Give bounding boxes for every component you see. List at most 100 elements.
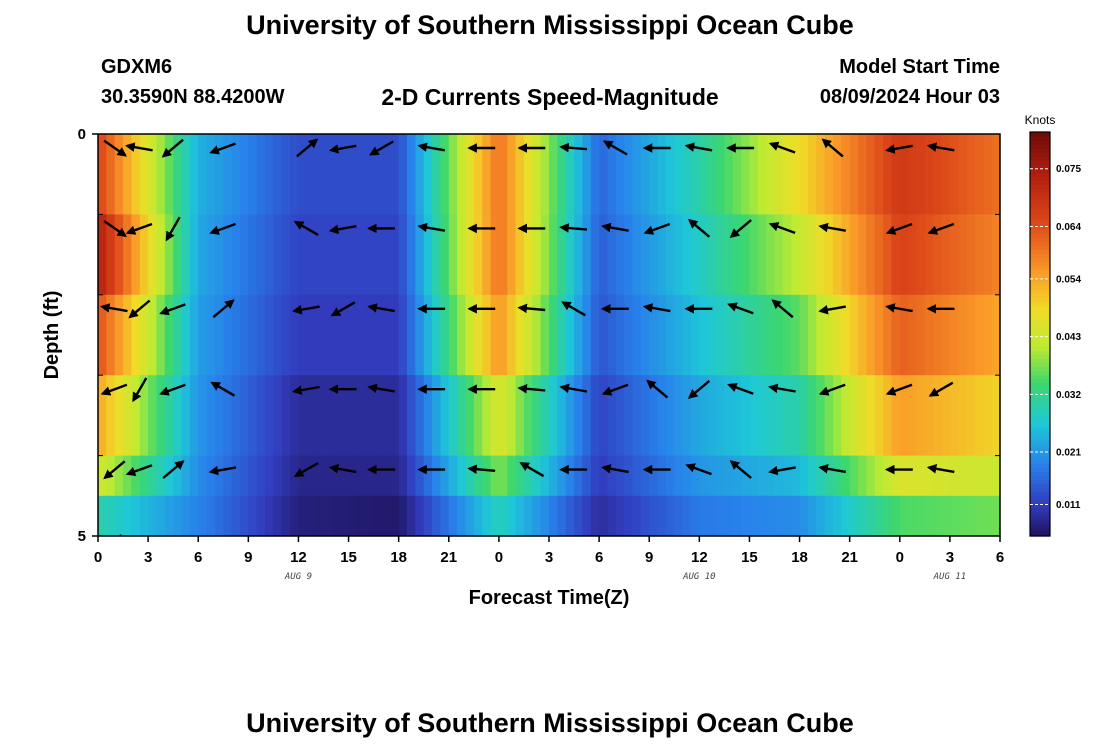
heatmap-cell — [390, 134, 400, 215]
heatmap-cell — [423, 214, 433, 296]
heatmap-cell — [841, 294, 851, 376]
heatmap-cell — [189, 294, 199, 376]
x-tick-label: 9 — [645, 549, 653, 566]
heatmap-cell — [131, 495, 141, 536]
heatmap-cell — [457, 214, 467, 296]
heatmap-cell — [941, 375, 951, 457]
heatmap-cell — [298, 495, 308, 536]
heatmap-cell — [373, 495, 383, 536]
heatmap-cell — [782, 134, 792, 215]
heatmap-cell — [557, 134, 567, 215]
heatmap-cell — [515, 294, 525, 376]
heatmap-cell — [323, 375, 333, 457]
heatmap-cell — [908, 375, 918, 457]
heatmap-cell — [331, 455, 341, 497]
heatmap-cell — [206, 134, 216, 215]
heatmap-cell — [223, 375, 233, 457]
vector-arrow — [520, 544, 546, 549]
heatmap-cell — [156, 375, 166, 457]
heatmap-cell — [849, 214, 859, 296]
heatmap-cell — [523, 214, 533, 296]
heatmap-cell — [908, 495, 918, 536]
heatmap-cell — [348, 294, 358, 376]
heatmap-cell — [557, 455, 567, 497]
heatmap-cell — [498, 455, 508, 497]
heatmap-cell — [741, 214, 751, 296]
heatmap-cell — [348, 495, 358, 536]
heatmap-cell — [173, 214, 183, 296]
heatmap-cell — [457, 375, 467, 457]
heatmap-cell — [148, 375, 158, 457]
heatmap-cell — [448, 294, 458, 376]
heatmap-cell — [858, 294, 867, 376]
heatmap-cell — [432, 375, 442, 457]
colorbar-segment — [1030, 418, 1050, 424]
heatmap-cell — [256, 294, 266, 376]
colorbar-segment — [1030, 342, 1050, 347]
vector-arrow — [369, 140, 394, 156]
x-tick-label: 6 — [595, 549, 603, 566]
heatmap-cell — [398, 294, 408, 376]
heatmap-cell — [649, 495, 659, 536]
heatmap-cell — [941, 134, 951, 215]
heatmap-cell — [348, 375, 358, 457]
heatmap-cell — [549, 214, 558, 296]
heatmap-cell — [482, 214, 492, 296]
heatmap-cell — [782, 214, 792, 296]
heatmap-cell — [315, 455, 325, 497]
heatmap-cell — [732, 495, 742, 536]
heatmap-cell — [198, 455, 208, 497]
heatmap-cell — [707, 134, 717, 215]
heatmap-cell — [390, 294, 400, 376]
heatmap-cell — [682, 455, 692, 497]
heatmap-cell — [407, 214, 416, 296]
colorbar-segment — [1030, 273, 1050, 279]
heatmap-cell — [290, 134, 300, 215]
colorbar-segment — [1030, 257, 1050, 262]
heatmap-cell — [131, 294, 141, 376]
heatmap-cell — [791, 455, 801, 497]
heatmap-cell — [674, 214, 684, 296]
heatmap-cell — [682, 375, 692, 457]
heatmap-cell — [766, 495, 776, 536]
heatmap-cell — [966, 214, 976, 296]
date-label: AUG 11 — [933, 572, 967, 582]
heatmap-cell — [991, 134, 1000, 215]
heatmap-cell — [523, 455, 533, 497]
heatmap-cell — [958, 495, 968, 536]
heatmap-cell — [131, 134, 141, 215]
heatmap-cell — [189, 134, 199, 215]
vector-arrow — [602, 140, 628, 156]
vector-arrow — [729, 460, 752, 479]
heatmap-cell — [381, 375, 391, 457]
vector-arrow — [927, 222, 955, 235]
heatmap-cell — [832, 134, 842, 215]
heatmap-cell — [540, 495, 550, 536]
heatmap-cell — [799, 495, 809, 536]
heatmap-cell — [682, 134, 692, 215]
heatmap-cell — [98, 294, 107, 376]
heatmap-cell — [239, 134, 249, 215]
colorbar-segment — [1030, 386, 1050, 392]
heatmap-cell — [699, 294, 709, 376]
vector-arrow — [687, 218, 711, 238]
x-tick-label: 3 — [144, 549, 152, 566]
heatmap-cell — [432, 294, 442, 376]
vector-arrow — [132, 377, 148, 403]
heatmap-cell — [690, 375, 700, 457]
heatmap-cell — [373, 375, 383, 457]
vector-arrow — [209, 222, 236, 235]
colorbar-segment — [1030, 382, 1050, 388]
heatmap-cell — [214, 455, 224, 497]
heatmap-cell — [674, 134, 684, 215]
heatmap-cell — [106, 214, 116, 296]
heatmap-cell — [131, 455, 141, 497]
vector-arrow — [601, 464, 629, 474]
colorbar-segment — [1030, 499, 1050, 505]
heatmap-cell — [766, 134, 776, 215]
heatmap-cell — [941, 294, 951, 376]
vector-arrow — [161, 138, 184, 158]
heatmap-cell — [306, 134, 316, 215]
heatmap-cell — [741, 134, 751, 215]
heatmap-cell — [106, 294, 116, 376]
